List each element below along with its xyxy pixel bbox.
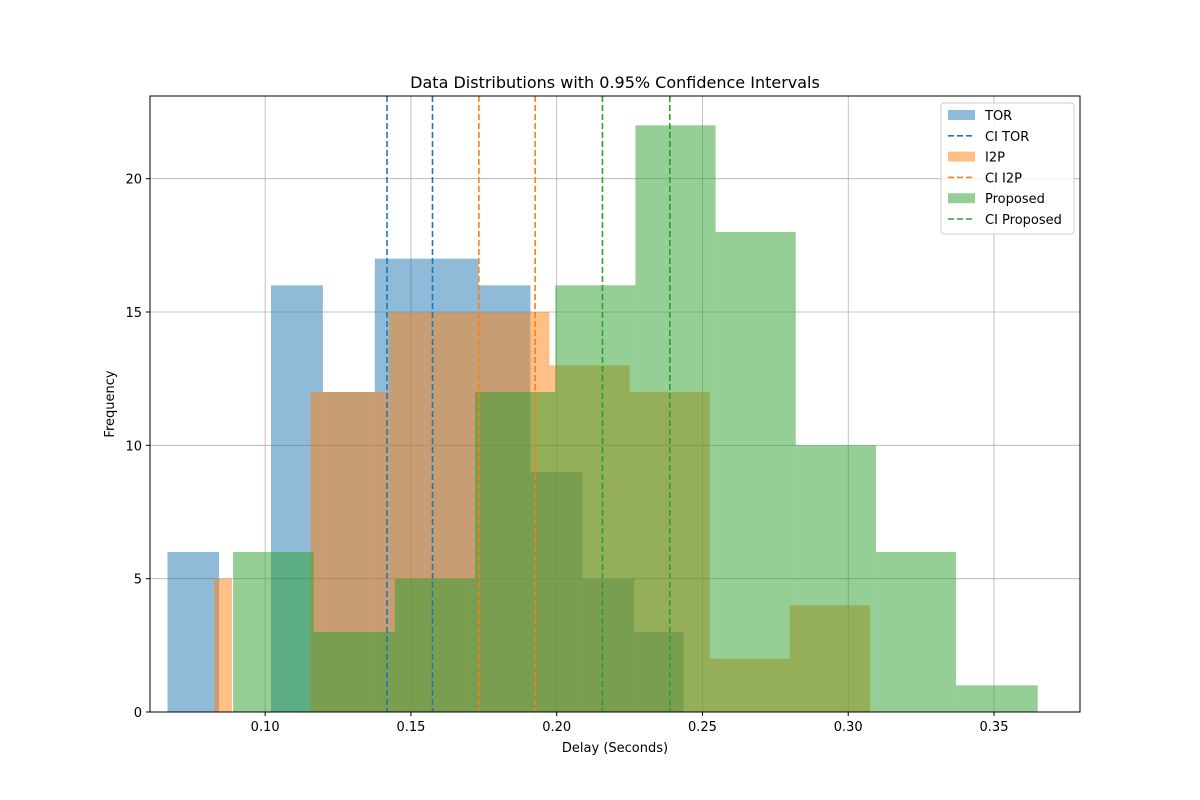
y-tick-label-0: 0	[134, 706, 142, 721]
legend-swatch-tor	[948, 110, 975, 120]
histogram-bar-proposed-7	[795, 445, 876, 712]
histogram-bar-proposed-0	[233, 552, 314, 712]
x-tick-label-0: 0.10	[251, 720, 280, 735]
legend-label-tor: TOR	[984, 109, 1012, 124]
legend-label-i2p: I2P	[985, 151, 1005, 166]
x-axis-label: Delay (Seconds)	[562, 741, 668, 756]
legend-label-proposed: Proposed	[985, 192, 1045, 207]
histogram-bar-proposed-5	[635, 125, 716, 713]
x-tick-label-3: 0.25	[688, 720, 717, 735]
axes-frame	[149, 95, 1081, 713]
y-axis-label: Frequency	[103, 370, 118, 437]
histogram-bar-proposed-2	[394, 578, 476, 712]
x-tick-label-2: 0.20	[542, 720, 571, 735]
x-tick-label-1: 0.15	[396, 720, 425, 735]
legend-label-ci-proposed: CI Proposed	[985, 213, 1062, 228]
y-tick-label-4: 20	[125, 173, 142, 188]
histogram-bar-proposed-1	[313, 632, 395, 712]
histogram-bar-proposed-9	[956, 685, 1038, 712]
histogram-bar-i2p-0	[214, 578, 232, 712]
legend-label-ci-i2p: CI I2P	[985, 171, 1022, 186]
legend-swatch-proposed	[948, 193, 975, 204]
chart-legend: TOR CI TOR I2P CI I2P Proposed CI Proposed	[940, 102, 1075, 235]
histogram-bar-proposed-6	[715, 232, 796, 712]
histogram-bar-proposed-8	[875, 552, 957, 712]
legend-label-ci-tor: CI TOR	[985, 130, 1029, 145]
histogram-bar-proposed-3	[475, 392, 556, 712]
x-tick-label-5: 0.35	[980, 720, 1009, 735]
y-tick-label-3: 15	[125, 306, 142, 321]
histogram-bar-proposed-4	[555, 285, 636, 712]
y-tick-label-1: 5	[134, 573, 142, 588]
histogram-bar-tor-0	[167, 552, 220, 712]
x-tick-label-4: 0.30	[834, 720, 863, 735]
legend-swatch-i2p	[948, 151, 975, 162]
y-tick-label-2: 10	[125, 439, 142, 454]
chart-title: Data Distributions with 0.95% Confidence…	[410, 73, 820, 92]
plot-area: 0.10 0.15 0.20 0.25 0.30 0.35 0 5 10 15 20	[125, 95, 1081, 735]
